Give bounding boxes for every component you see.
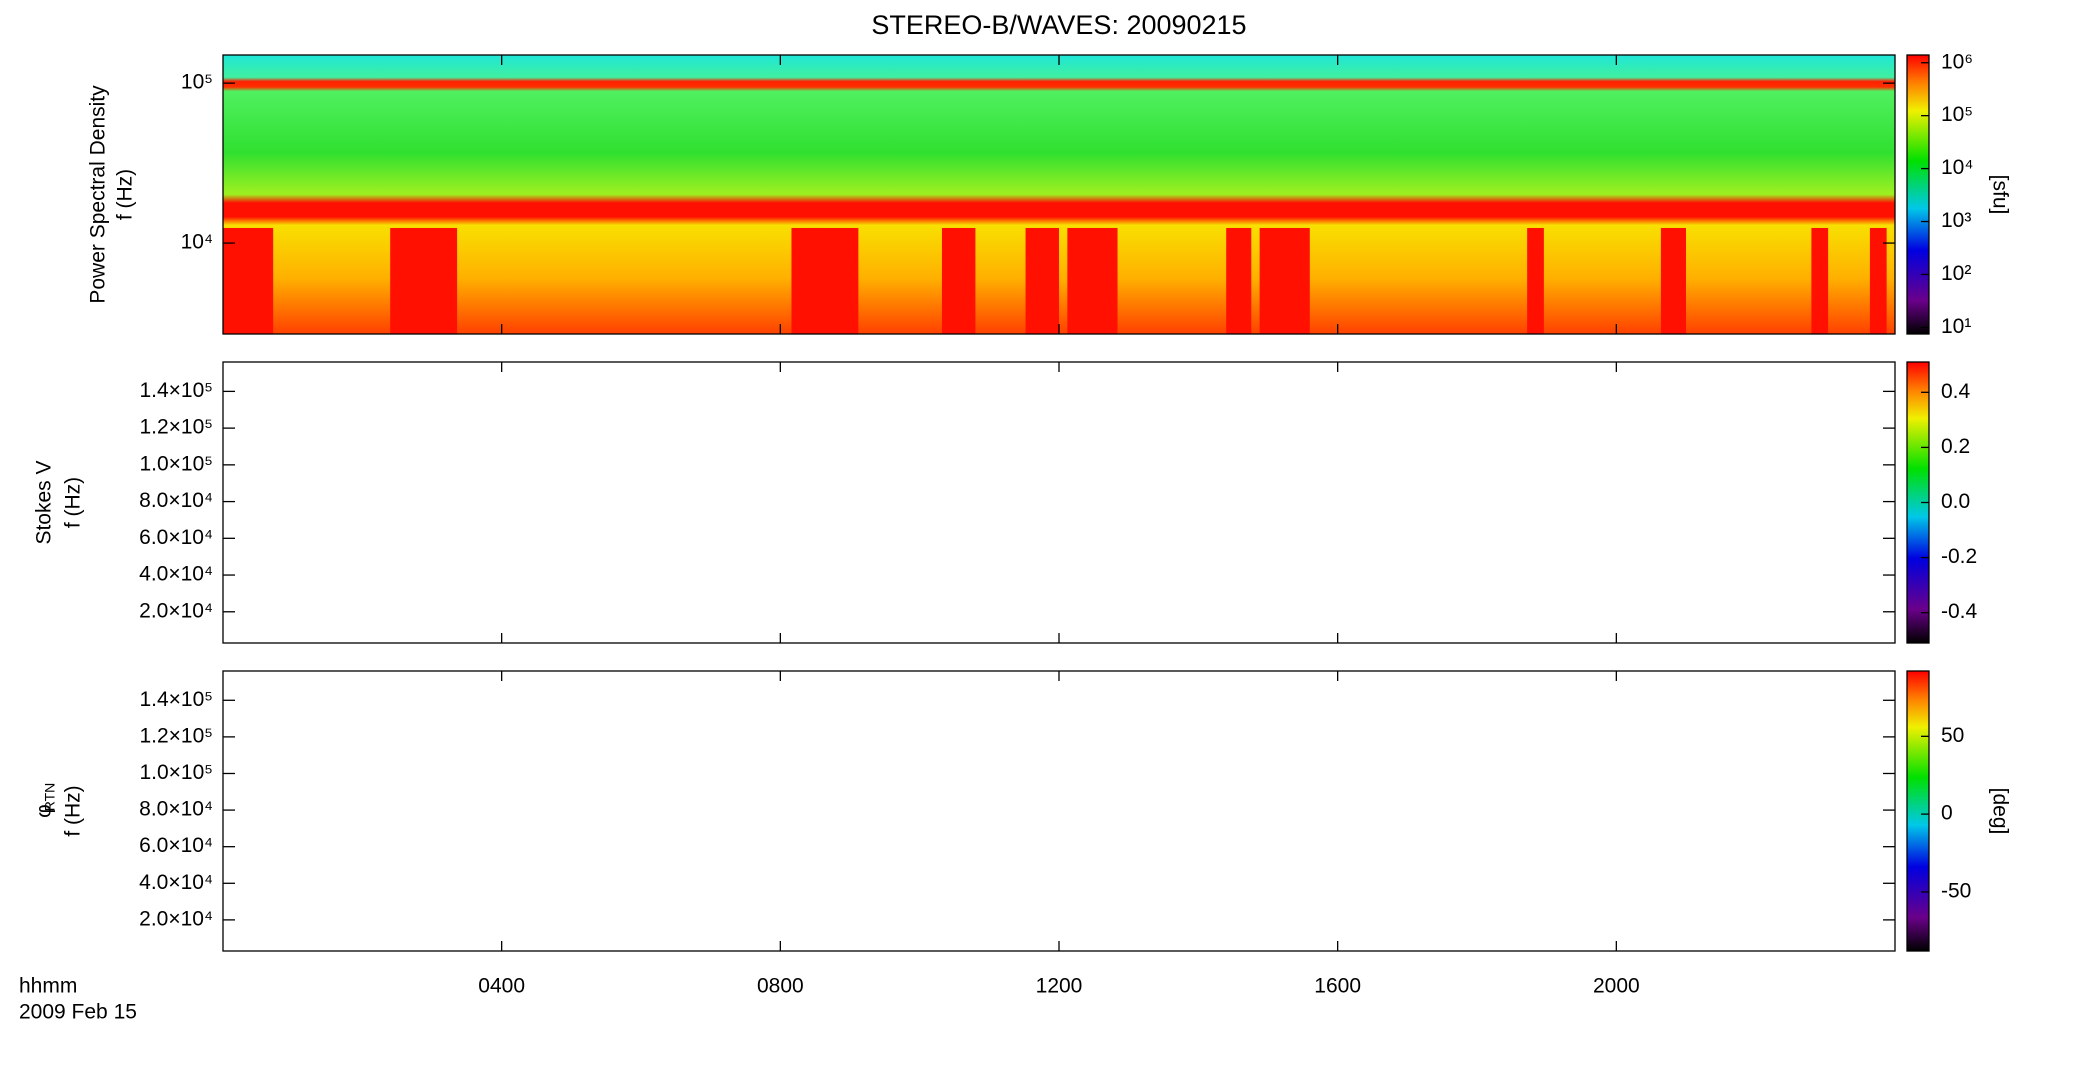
y-tick-label: 10⁴	[181, 231, 213, 254]
spectrogram-burst	[1226, 227, 1252, 334]
y-tick-label: 10⁵	[181, 71, 213, 94]
y-tick-label: 1.4×10⁵	[139, 688, 213, 711]
colorbar-tick-label: -0.2	[1941, 545, 1977, 568]
x-tick-label: 1200	[1036, 975, 1083, 998]
colorbar	[1907, 55, 1929, 334]
spectrogram-burst	[1869, 227, 1887, 334]
colorbar-tick-label: 10⁵	[1941, 103, 1973, 126]
y-tick-label: 2.0×10⁴	[139, 599, 213, 622]
colorbar-tick-label: -0.4	[1941, 600, 1978, 623]
colorbar-frame	[1906, 54, 1930, 335]
y-tick-label: 2.0×10⁴	[139, 907, 213, 930]
y-axis-label: Stokes V	[33, 460, 56, 544]
y-tick-label: 1.2×10⁵	[139, 724, 213, 747]
y-axis-label-sub: RTN	[42, 783, 58, 812]
date-label: 2009 Feb 15	[19, 1001, 137, 1024]
spectrogram-burst	[1527, 227, 1544, 334]
y-tick-label: 4.0×10⁴	[139, 871, 213, 894]
y-axis-label: f (Hz)	[114, 169, 137, 220]
colorbar-tick-label: -50	[1941, 879, 1971, 902]
spectrogram-burst	[808, 227, 859, 334]
y-axis-label: φ	[33, 804, 56, 818]
colorbar-tick-label: 50	[1941, 724, 1964, 747]
colorbar-tick-label: 10³	[1941, 209, 1971, 232]
y-tick-label: 1.2×10⁵	[139, 416, 213, 439]
y-tick-label: 4.0×10⁴	[139, 563, 213, 586]
y-axis-label: Power Spectral Density	[87, 85, 110, 304]
x-tick-label: 1600	[1314, 975, 1361, 998]
spectrogram-burst	[1067, 227, 1118, 334]
spectrogram-burst	[1259, 227, 1310, 334]
y-tick-label: 8.0×10⁴	[139, 489, 213, 512]
spectrogram-burst	[1025, 227, 1059, 334]
spectrogram-burst	[223, 227, 274, 334]
x-tick-label: 0400	[478, 975, 525, 998]
y-tick-label: 1.4×10⁵	[139, 379, 213, 402]
colorbar-label: [deg]	[1988, 788, 2011, 835]
x-axis-label: hhmm	[19, 975, 77, 998]
colorbar	[1907, 362, 1929, 643]
colorbar-tick-label: 0.4	[1941, 380, 1971, 403]
chart-title: STEREO-B/WAVES: 20090215	[871, 10, 1246, 40]
spectrogram-burst	[941, 227, 976, 334]
plot-frame	[222, 670, 1896, 952]
x-tick-label: 2000	[1593, 975, 1640, 998]
y-tick-label: 6.0×10⁴	[139, 834, 213, 857]
plot-frame	[222, 361, 1896, 644]
colorbar-tick-label: 10²	[1941, 262, 1971, 285]
spectrogram-burst	[390, 227, 458, 334]
colorbar-tick-label: 0.2	[1941, 435, 1970, 458]
y-axis-label: f (Hz)	[62, 477, 85, 528]
colorbar-label: [sfu]	[1988, 175, 2011, 215]
y-tick-label: 1.0×10⁵	[139, 452, 213, 475]
y-tick-label: 6.0×10⁴	[139, 526, 213, 549]
colorbar	[1907, 671, 1929, 951]
y-tick-label: 8.0×10⁴	[139, 798, 213, 821]
y-axis-label: f (Hz)	[62, 785, 85, 836]
y-tick-label: 1.0×10⁵	[139, 761, 213, 784]
colorbar-tick-label: 10¹	[1941, 315, 1971, 338]
colorbar-tick-label: 0.0	[1941, 490, 1970, 513]
colorbar-tick-label: 10⁴	[1941, 156, 1973, 179]
colorbar-frame	[1906, 670, 1930, 952]
x-tick-label: 0800	[757, 975, 804, 998]
spectrogram-burst	[1811, 227, 1829, 334]
spectrogram-burst	[1660, 227, 1686, 334]
colorbar-tick-label: 0	[1941, 802, 1953, 825]
colorbar-tick-label: 10⁶	[1941, 50, 1973, 73]
